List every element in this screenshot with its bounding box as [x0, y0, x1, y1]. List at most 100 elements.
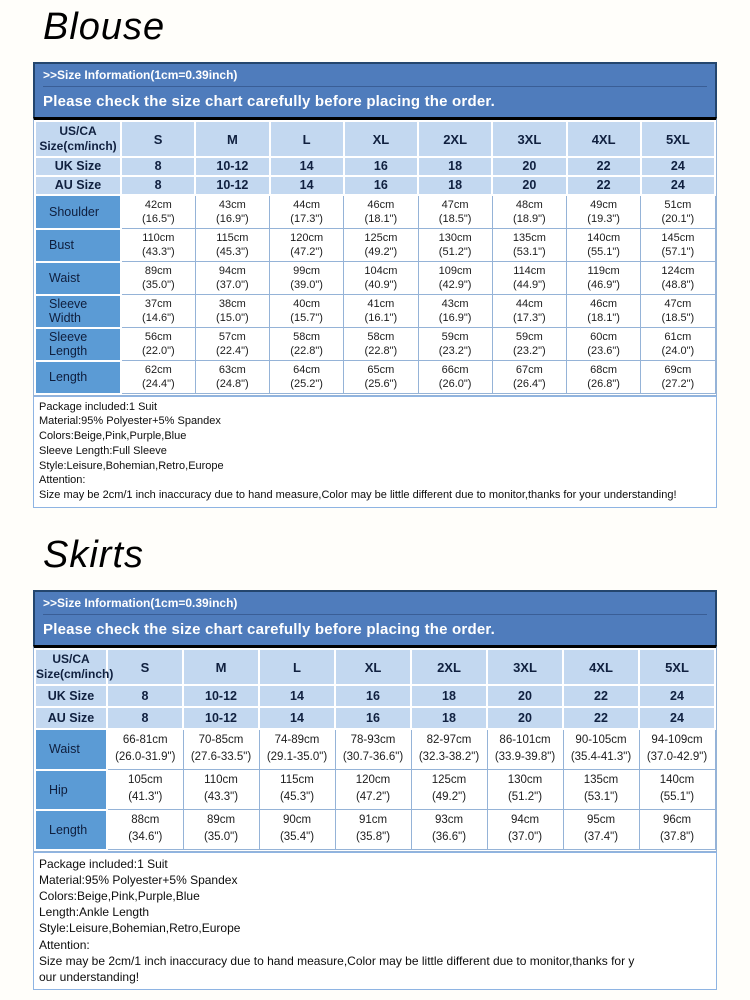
region-size-value: 24: [639, 156, 717, 177]
section-skirts: Skirts >>Size Information(1cm=0.39inch) …: [33, 532, 717, 991]
region-size-value: 16: [334, 706, 412, 731]
measurement-inch: (22.4"): [216, 345, 249, 357]
measurement-inch: (45.3"): [279, 791, 315, 804]
region-size-value: 24: [638, 684, 716, 709]
measurement-cell: 64cm (25.2"): [268, 360, 345, 394]
note-line: Style:Leisure,Bohemian,Retro,Europe: [39, 921, 241, 936]
region-size-value: 20: [486, 706, 564, 731]
measurement-cm: 90cm: [282, 814, 312, 827]
region-size-value: 10-12: [182, 706, 260, 731]
measurement-inch: (51.2"): [438, 246, 472, 258]
region-size-label: AU Size: [34, 706, 108, 731]
region-size-value: 8: [106, 684, 184, 709]
measurement-inch: (24.4"): [142, 378, 175, 390]
size-column-header: S: [119, 120, 197, 158]
region-size-value: 14: [268, 175, 345, 196]
region-size-value: 24: [638, 706, 716, 731]
measurement-cell: 41cm (16.1"): [343, 294, 419, 328]
region-size-value: 22: [562, 684, 640, 709]
region-size-value: 10-12: [194, 175, 271, 196]
measurement-cm: 51cm: [664, 199, 692, 211]
measurement-inch: (32.3-38.2"): [418, 751, 480, 764]
measurement-cell: 65cm (25.6"): [343, 360, 419, 394]
measurement-cell: 120cm (47.2"): [334, 769, 412, 811]
measurement-cm: 82-97cm: [426, 734, 472, 747]
size-column-header: M: [182, 648, 260, 687]
measurement-cm: 62cm: [144, 364, 172, 376]
region-size-label: UK Size: [34, 156, 122, 177]
size-info-text: >>Size Information(1cm=0.39inch): [43, 596, 707, 616]
measurement-cell: 59cm (23.2"): [491, 327, 568, 361]
measurement-cell: 119cm (46.9"): [565, 261, 642, 295]
measurement-inch: (23.2"): [438, 345, 472, 357]
measurement-cm: 93cm: [434, 814, 464, 827]
measurement-cell: 95cm (37.4"): [562, 809, 640, 851]
measurement-cm: 114cm: [513, 265, 546, 277]
measurement-cm: 63cm: [218, 364, 246, 376]
measurement-cell: 120cm (47.2"): [268, 228, 345, 262]
size-column-header: 4XL: [565, 120, 642, 158]
measurement-cm: 125cm: [364, 232, 398, 244]
measurement-inch: (16.5"): [142, 213, 175, 225]
measurement-cm: 140cm: [587, 232, 621, 244]
region-size-value: 24: [639, 175, 717, 196]
region-size-value: 18: [410, 706, 488, 731]
measurement-cell: 58cm (22.8"): [343, 327, 419, 361]
size-table: US/CA Size(cm/inch) S M L XL 2XL 3XL 4XL 5XL UK Si…: [34, 120, 717, 395]
measurement-cell: 104cm (40.9"): [343, 261, 419, 295]
measurement-cell: 145cm (57.1"): [640, 228, 716, 262]
measurement-cm: 44cm: [515, 298, 543, 310]
note-line: Material:95% Polyester+5% Spandex: [39, 872, 238, 887]
measurement-cm: 135cm: [583, 774, 619, 787]
measurement-label: Hip: [34, 768, 108, 811]
region-size-value: 16: [334, 684, 412, 709]
measurement-inch: (47.2"): [290, 246, 323, 258]
note-line: our understanding!: [39, 970, 140, 984]
measurement-cm: 69cm: [664, 364, 692, 376]
measurement-cm: 74-89cm: [274, 734, 320, 747]
measurement-cm: 99cm: [293, 265, 321, 277]
measurement-inch: (55.1"): [659, 791, 695, 804]
region-size-label: UK Size: [34, 684, 108, 709]
measurement-cm: 120cm: [355, 774, 391, 787]
measurement-cell: 124cm (48.8"): [640, 261, 716, 295]
measurement-row: Waist 66-81cm (26.0-31.9") 70-85cm (27.6-33.…: [34, 728, 716, 771]
measurement-inch: (37.4"): [583, 831, 619, 844]
measurement-cm: 41cm: [367, 298, 395, 310]
region-size-value: 8: [119, 156, 197, 177]
size-header-row: US/CA Size(cm/inch) S M L XL 2XL 3XL 4XL 5XL: [34, 648, 716, 687]
measurement-inch: (25.2"): [290, 378, 323, 390]
measurement-inch: (39.0"): [290, 279, 323, 291]
product-notes: Package included:1 Suit Material:95% Poly…: [33, 851, 717, 991]
measurement-cm: 95cm: [586, 814, 616, 827]
size-column-header: L: [268, 120, 345, 158]
measurement-cm: 59cm: [515, 331, 543, 343]
region-size-value: 18: [416, 156, 494, 177]
measurement-inch: (16.9"): [216, 213, 249, 225]
region-size-value: 10-12: [194, 156, 271, 177]
measurement-inch: (22.0"): [142, 345, 175, 357]
measurement-cell: 135cm (53.1"): [562, 769, 640, 811]
measurement-inch: (43.3"): [203, 791, 239, 804]
measurement-cm: 94cm: [218, 265, 246, 277]
measurement-inch: (37.8"): [659, 831, 695, 844]
check-order-text: Please check the size chart carefully be…: [43, 621, 495, 639]
measurement-inch: (26.0-31.9"): [115, 751, 176, 764]
measurement-cm: 46cm: [590, 298, 618, 310]
measurement-cell: 69cm (27.2"): [640, 360, 716, 394]
measurement-inch: (14.6"): [142, 312, 175, 324]
measurement-cell: 63cm (24.8"): [194, 360, 271, 394]
measurement-inch: (17.3"): [290, 213, 323, 225]
measurement-inch: (49.2"): [431, 791, 467, 804]
measurement-cm: 94-109cm: [651, 734, 703, 747]
measurement-cell: 114cm (44.9"): [491, 261, 568, 295]
measurement-inch: (22.8"): [290, 345, 323, 357]
measurement-cm: 65cm: [367, 364, 395, 376]
measurement-cell: 96cm (37.8"): [638, 809, 716, 851]
measurement-cell: 94cm (37.0"): [194, 261, 271, 295]
measurement-row: Sleeve Width 37cm (14.6") 38cm (15.0") 40cm (1…: [34, 293, 716, 329]
measurement-inch: (35.0"): [142, 279, 175, 291]
note-line: Attention:: [39, 937, 90, 952]
measurement-cell: 93cm (36.6"): [410, 809, 488, 851]
measurement-cell: 70-85cm (27.6-33.5"): [182, 728, 260, 771]
